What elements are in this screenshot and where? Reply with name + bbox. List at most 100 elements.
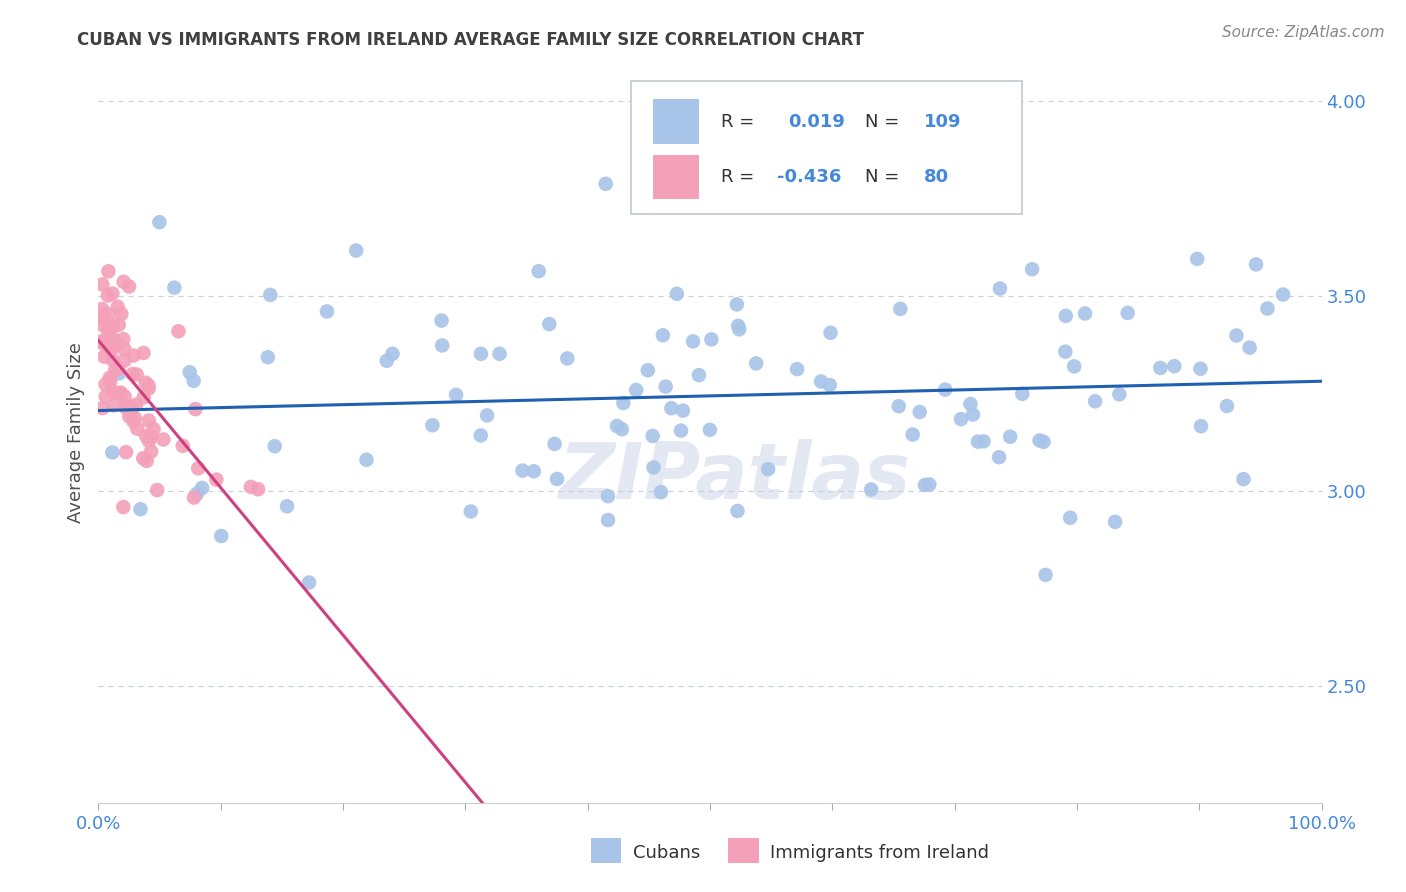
- Point: [205, 473, 228, 487]
- Point: [101, 286, 124, 301]
- Point: [555, 351, 578, 366]
- Point: [786, 362, 808, 376]
- Point: [651, 328, 673, 343]
- Point: [183, 374, 205, 388]
- Point: [115, 445, 138, 459]
- Point: [167, 324, 190, 338]
- Point: [115, 399, 138, 413]
- Point: [470, 428, 492, 442]
- Text: R =: R =: [721, 169, 754, 186]
- Text: ZIPatlas: ZIPatlas: [558, 439, 911, 515]
- Point: [967, 434, 990, 449]
- Point: [91, 311, 114, 326]
- Point: [381, 347, 404, 361]
- Point: [908, 405, 931, 419]
- Point: [665, 286, 688, 301]
- Point: [127, 422, 149, 436]
- Point: [125, 398, 148, 412]
- Point: [316, 304, 339, 318]
- Point: [256, 350, 278, 364]
- Point: [596, 513, 619, 527]
- Point: [422, 418, 444, 433]
- Point: [101, 445, 124, 459]
- Y-axis label: Average Family Size: Average Family Size: [66, 343, 84, 523]
- Point: [543, 437, 565, 451]
- Point: [110, 385, 132, 400]
- Point: [727, 504, 749, 518]
- Point: [901, 427, 924, 442]
- Point: [641, 429, 664, 443]
- Point: [94, 390, 117, 404]
- Point: [756, 462, 779, 476]
- Point: [112, 500, 135, 514]
- Point: [100, 343, 122, 358]
- Point: [1028, 434, 1050, 448]
- Point: [1084, 394, 1107, 409]
- Point: [1054, 344, 1077, 359]
- Point: [818, 378, 841, 392]
- Point: [276, 500, 298, 514]
- Point: [122, 414, 145, 428]
- Point: [101, 332, 124, 346]
- Point: [344, 244, 367, 258]
- Point: [98, 371, 121, 385]
- Point: [179, 365, 201, 379]
- Point: [444, 388, 467, 402]
- Point: [112, 275, 135, 289]
- Point: [950, 412, 973, 426]
- Point: [988, 450, 1011, 465]
- Point: [135, 429, 157, 443]
- Point: [101, 384, 124, 398]
- Point: [103, 398, 125, 412]
- Point: [98, 330, 121, 344]
- Text: Cubans: Cubans: [633, 844, 700, 862]
- Point: [191, 481, 214, 495]
- Point: [1225, 328, 1247, 343]
- Point: [523, 464, 546, 478]
- Point: [91, 401, 114, 416]
- Point: [1032, 434, 1054, 449]
- Point: [512, 464, 534, 478]
- Point: [1021, 262, 1043, 277]
- Point: [132, 346, 155, 360]
- Point: [488, 347, 510, 361]
- Point: [103, 338, 125, 352]
- Point: [1216, 399, 1239, 413]
- Point: [1189, 419, 1212, 434]
- Point: [135, 376, 157, 390]
- Point: [637, 363, 659, 377]
- Point: [860, 483, 883, 497]
- Point: [546, 472, 568, 486]
- Text: 0.019: 0.019: [789, 112, 845, 130]
- Point: [470, 347, 492, 361]
- Point: [121, 367, 143, 381]
- Point: [959, 397, 981, 411]
- Point: [138, 434, 160, 448]
- Point: [91, 335, 114, 350]
- Point: [110, 307, 132, 321]
- Point: [725, 297, 748, 311]
- Point: [108, 367, 131, 381]
- Point: [187, 461, 209, 475]
- FancyBboxPatch shape: [630, 81, 1022, 214]
- Point: [1163, 359, 1185, 374]
- Point: [612, 396, 634, 410]
- Text: Source: ZipAtlas.com: Source: ZipAtlas.com: [1222, 25, 1385, 40]
- Text: 109: 109: [924, 112, 962, 130]
- Point: [107, 300, 129, 314]
- Point: [91, 307, 114, 321]
- Point: [112, 332, 135, 346]
- Point: [142, 422, 165, 436]
- Point: [669, 424, 692, 438]
- Point: [1116, 306, 1139, 320]
- Point: [460, 504, 482, 518]
- Point: [650, 485, 672, 500]
- Point: [654, 379, 676, 393]
- Point: [138, 382, 160, 396]
- Point: [118, 279, 141, 293]
- Point: [727, 318, 749, 333]
- Point: [259, 288, 281, 302]
- Point: [988, 282, 1011, 296]
- Point: [108, 386, 131, 401]
- Point: [114, 353, 136, 368]
